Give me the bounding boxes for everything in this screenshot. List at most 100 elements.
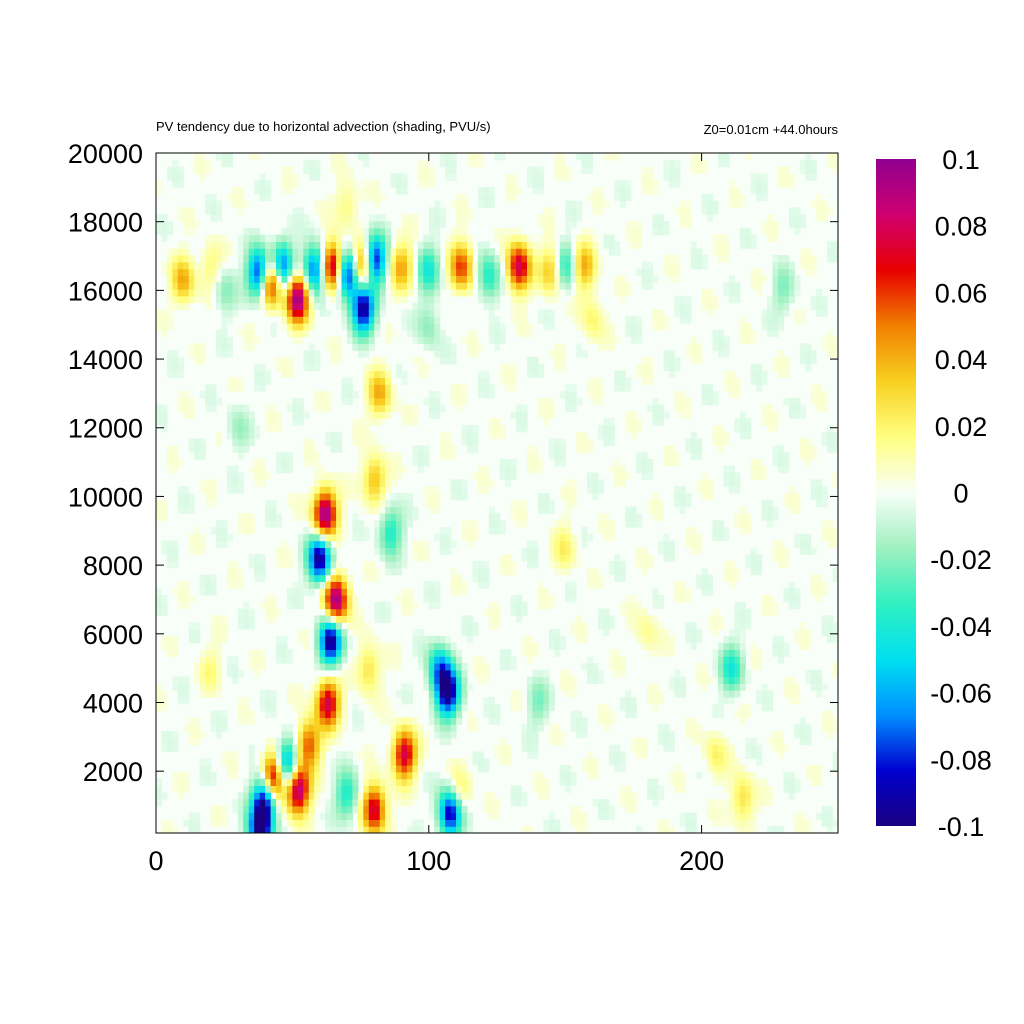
heatmap-cell — [630, 234, 637, 242]
heatmap-cell — [401, 737, 408, 746]
heatmap-cell — [510, 472, 517, 480]
heatmap-cell — [319, 731, 326, 739]
heatmap-cell — [259, 377, 266, 385]
heatmap-cell — [641, 472, 648, 480]
heatmap-cell — [483, 561, 490, 569]
heatmap-cell — [516, 289, 523, 297]
heatmap-cell — [434, 649, 441, 657]
heatmap-cell — [723, 289, 730, 297]
heatmap-cell — [608, 329, 615, 338]
heatmap-cell — [657, 649, 665, 657]
heatmap-cell — [221, 248, 228, 256]
heatmap-cell — [166, 465, 173, 474]
heatmap-cell — [341, 649, 348, 657]
heatmap-cell — [767, 826, 774, 833]
heatmap-cell — [286, 214, 293, 222]
heatmap-cell — [226, 771, 233, 780]
heatmap-cell — [619, 384, 626, 392]
heatmap-cell — [308, 581, 315, 589]
heatmap-cell — [537, 669, 544, 678]
heatmap-cell — [663, 459, 670, 467]
heatmap-cell — [276, 758, 283, 766]
heatmap-cell — [368, 465, 375, 474]
heatmap-cell — [210, 207, 217, 215]
heatmap-cell — [423, 275, 430, 283]
heatmap-cell — [625, 703, 632, 712]
heatmap-cell — [761, 506, 768, 514]
heatmap-cell — [259, 363, 266, 372]
heatmap-cell — [210, 391, 217, 399]
heatmap-cell — [346, 377, 354, 385]
heatmap-cell — [216, 350, 223, 358]
heatmap-cell — [668, 744, 675, 752]
heatmap-cell — [521, 282, 528, 290]
heatmap-cell — [510, 663, 517, 671]
heatmap-cell — [281, 309, 288, 317]
heatmap-cell — [368, 187, 375, 195]
heatmap-cell — [243, 608, 250, 616]
heatmap-cell — [243, 785, 250, 793]
heatmap-cell — [663, 724, 670, 732]
heatmap-cell — [281, 724, 288, 732]
heatmap-cell — [265, 785, 272, 793]
heatmap-cell — [554, 459, 561, 467]
heatmap-cell — [614, 384, 621, 392]
heatmap-cell — [521, 289, 528, 297]
heatmap-cell — [390, 812, 397, 820]
heatmap-cell — [527, 323, 534, 331]
heatmap-cell — [450, 771, 457, 780]
heatmap-cell — [559, 350, 566, 358]
heatmap-cell — [734, 649, 741, 657]
heatmap-cell — [592, 316, 599, 324]
heatmap-cell — [652, 404, 659, 412]
heatmap-cell — [248, 438, 255, 446]
heatmap-cell — [297, 765, 304, 773]
heatmap-cell — [450, 255, 457, 263]
heatmap-cell — [777, 173, 785, 181]
heatmap-cell — [423, 397, 430, 406]
heatmap-cell — [406, 778, 414, 786]
heatmap-cell — [587, 384, 594, 392]
heatmap-cell — [417, 255, 424, 263]
heatmap-cell — [276, 737, 283, 746]
heatmap-cell — [357, 295, 364, 304]
heatmap-cell — [548, 255, 555, 263]
heatmap-cell — [390, 663, 397, 671]
heatmap-cell — [336, 690, 343, 698]
heatmap-cell — [325, 282, 332, 290]
heatmap-cell — [767, 506, 774, 514]
heatmap-cell — [679, 819, 686, 827]
heatmap-cell — [717, 703, 725, 712]
heatmap-cell — [597, 193, 604, 202]
heatmap-cell — [183, 499, 190, 508]
heatmap-cell — [379, 221, 386, 229]
heatmap-cell — [527, 282, 534, 290]
heatmap-cell — [205, 248, 212, 256]
heatmap-cell — [777, 547, 785, 555]
heatmap-cell — [772, 302, 779, 310]
heatmap-cell — [248, 282, 255, 290]
heatmap-cell — [183, 690, 190, 698]
heatmap-cell — [559, 771, 566, 780]
heatmap-cell — [341, 309, 348, 317]
heatmap-cell — [548, 411, 555, 419]
heatmap-cell — [314, 227, 321, 236]
heatmap-cell — [194, 527, 201, 535]
heatmap-cell — [363, 792, 370, 800]
heatmap-cell — [527, 703, 534, 712]
heatmap-cell — [390, 799, 397, 807]
heatmap-cell — [401, 309, 408, 317]
heatmap-cell — [777, 323, 785, 331]
heatmap-cell — [510, 268, 517, 276]
heatmap-cell — [548, 703, 555, 712]
heatmap-cell — [537, 506, 544, 514]
heatmap-cell — [445, 159, 452, 168]
heatmap-cell — [608, 431, 615, 440]
heatmap-cell — [761, 173, 768, 181]
heatmap-cell — [325, 472, 332, 480]
heatmap-cell — [297, 316, 304, 324]
heatmap-cell — [336, 493, 343, 501]
heatmap-cell — [286, 255, 293, 263]
heatmap-cell — [303, 323, 310, 331]
heatmap-cell — [352, 527, 359, 535]
